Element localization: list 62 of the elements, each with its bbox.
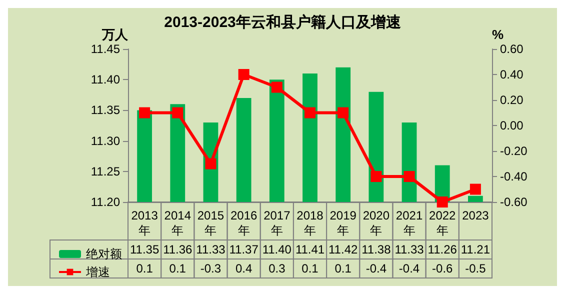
point xyxy=(304,107,316,118)
x-tick-label: 2014年 xyxy=(164,208,192,238)
point xyxy=(404,171,415,182)
point xyxy=(172,107,184,118)
data-label: 11.26 xyxy=(428,242,458,256)
point xyxy=(271,82,282,93)
x-tick-label: 2013年 xyxy=(131,208,158,238)
x-tick-label: 2017年 xyxy=(264,208,291,238)
data-label: 11.37 xyxy=(229,242,259,256)
y-tick-label: 11.20 xyxy=(90,195,120,209)
data-label: 0.1 xyxy=(169,262,186,276)
data-label: 0.1 xyxy=(136,262,154,276)
y-tick-label: 11.45 xyxy=(90,42,120,56)
data-label: -0.4 xyxy=(366,262,387,276)
data-label: 0.1 xyxy=(334,262,352,276)
data-label: -0.6 xyxy=(432,262,454,276)
point xyxy=(205,158,216,170)
data-label: 0.3 xyxy=(268,262,286,276)
x-tick-label: 2022年 xyxy=(429,208,456,238)
data-label: 11.41 xyxy=(295,242,325,256)
point xyxy=(139,107,150,118)
data-label: 0.1 xyxy=(302,262,319,276)
data-label: 11.33 xyxy=(394,242,424,256)
x-tick-label: 2020年 xyxy=(362,208,390,238)
point xyxy=(470,184,481,195)
data-label: 11.40 xyxy=(262,242,292,256)
y2-tick-label: -0.20 xyxy=(500,144,528,158)
data-label: 11.33 xyxy=(196,242,226,256)
data-label: 11.35 xyxy=(130,242,160,256)
y2-tick-label: -0.40 xyxy=(500,170,528,184)
data-label: 11.36 xyxy=(163,242,193,256)
point xyxy=(370,171,382,182)
data-label: 11.42 xyxy=(328,242,358,256)
y2-tick-label: 0.20 xyxy=(500,93,524,107)
data-label: -0.5 xyxy=(465,262,486,276)
point xyxy=(338,107,349,118)
data-label: -0.4 xyxy=(398,262,420,276)
x-tick-label: 2018年 xyxy=(296,208,324,238)
point xyxy=(238,69,250,80)
data-label: 11.38 xyxy=(362,242,392,256)
data-label: 11.21 xyxy=(460,242,490,256)
y-tick-label: 11.40 xyxy=(90,72,120,87)
x-tick-label: 2019年 xyxy=(330,208,357,238)
y2-tick-label: 0.60 xyxy=(500,42,524,56)
data-label: 0.4 xyxy=(235,262,252,276)
y2-tick-label: 0.00 xyxy=(500,118,524,132)
y2-tick-label: 0.40 xyxy=(500,68,524,82)
x-tick-label: 2015年 xyxy=(197,208,224,238)
data-label: -0.3 xyxy=(200,262,222,276)
x-tick-label: 2023 xyxy=(462,208,490,222)
x-tick-label: 2016年 xyxy=(230,208,258,238)
y-tick-label: 11.25 xyxy=(90,164,120,178)
y-tick-label: 11.35 xyxy=(90,103,120,118)
y-tick-label: 11.30 xyxy=(90,134,120,148)
x-tick-label: 2021年 xyxy=(396,208,423,238)
legend-label: 增速 xyxy=(85,265,110,279)
y2-tick-label: -0.60 xyxy=(500,195,528,209)
point xyxy=(436,196,448,208)
y2-axis-title: % xyxy=(492,27,504,42)
y-axis-title: 万人 xyxy=(101,27,129,42)
chart-title: 2013-2023年云和县户籍人口及增速 xyxy=(164,13,402,31)
legend-label: 绝对额 xyxy=(86,247,122,261)
